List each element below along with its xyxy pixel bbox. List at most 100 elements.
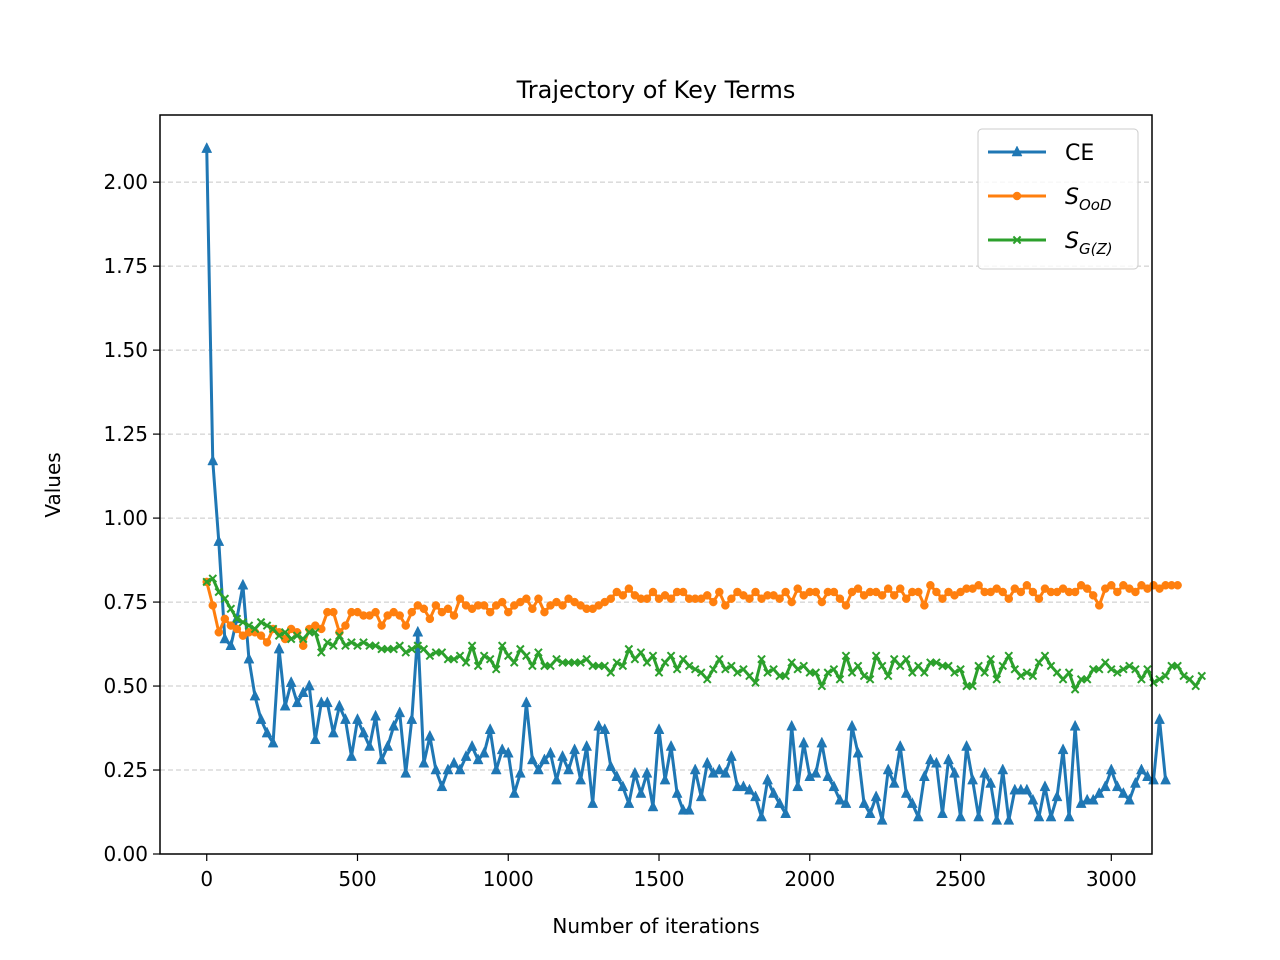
y-tick-label: 1.00 (103, 506, 148, 530)
data-point-s-g-z (485, 654, 495, 664)
data-point-ce (780, 807, 792, 818)
data-point-s-g-z (1022, 668, 1032, 677)
data-point-s-g-z (859, 671, 869, 681)
data-point-ce (738, 780, 749, 792)
data-point-ce (870, 790, 882, 802)
data-point-s-ood (341, 621, 350, 630)
y-tick-label: 2.00 (103, 170, 148, 194)
data-point-s-ood (232, 624, 242, 634)
series-ce (201, 142, 1171, 825)
data-point-s-g-z (1028, 671, 1038, 681)
data-point-s-ood (485, 607, 495, 617)
y-tick-label: 1.75 (103, 254, 148, 278)
data-point-s-g-z (907, 668, 917, 677)
data-point-s-ood (540, 607, 549, 617)
data-point-s-g-z (256, 617, 266, 627)
data-point-ce (466, 739, 478, 751)
data-point-ce (472, 753, 484, 765)
data-point-s-g-z (769, 664, 778, 674)
data-point-s-g-z (226, 604, 236, 614)
data-point-s-g-z (757, 654, 766, 664)
data-point-s-g-z (509, 658, 519, 667)
data-point-ce (442, 763, 454, 775)
data-point-s-g-z (335, 631, 344, 640)
data-point-ce (1045, 810, 1057, 822)
data-point-ce (545, 746, 556, 758)
data-point-s-g-z (708, 664, 718, 674)
legend-swatch-marker (1011, 145, 1023, 157)
data-point-ce (713, 763, 725, 775)
data-point-s-g-z (395, 641, 405, 651)
data-point-s-ood (775, 594, 784, 603)
data-point-ce (327, 726, 339, 738)
data-point-s-ood (298, 641, 308, 650)
data-point-ce (267, 736, 279, 748)
data-point-s-g-z (950, 668, 959, 677)
data-point-ce (605, 760, 617, 771)
data-point-ce (213, 535, 225, 546)
data-point-s-g-z (980, 668, 989, 677)
data-point-ce (1027, 793, 1039, 805)
data-point-s-ood (443, 604, 453, 614)
data-point-ce (611, 770, 623, 781)
data-point-ce (1117, 786, 1129, 798)
data-point-s-ood (479, 601, 489, 610)
data-point-ce (822, 770, 834, 781)
y-tick-label: 0.75 (103, 590, 148, 614)
data-point-ce (490, 763, 502, 775)
data-point-ce (683, 803, 695, 815)
data-point-ce (539, 753, 550, 765)
data-point-s-g-z (1143, 664, 1152, 674)
data-point-s-g-z (467, 641, 477, 651)
data-point-ce (792, 780, 804, 792)
data-point-ce (931, 756, 942, 768)
data-point-ce (744, 783, 755, 795)
data-point-ce (394, 706, 406, 718)
data-point-s-g-z (642, 658, 652, 667)
data-point-ce (991, 813, 1003, 825)
data-point-s-ood (220, 614, 230, 624)
data-point-s-g-z (654, 668, 664, 677)
data-point-ce (1154, 713, 1165, 724)
data-point-ce (587, 797, 599, 808)
legend-swatch-marker (1012, 191, 1022, 201)
data-point-s-ood (1082, 584, 1092, 593)
data-point-ce (852, 746, 864, 758)
data-point-s-g-z (865, 675, 875, 684)
data-point-ce (448, 756, 460, 768)
data-point-ce (551, 773, 562, 785)
data-point-s-g-z (407, 644, 417, 654)
data-point-s-g-z (419, 644, 429, 654)
data-point-s-ood (678, 587, 688, 597)
legend-label: CE (1065, 141, 1094, 166)
data-point-s-g-z (871, 651, 881, 661)
data-point-s-g-z (974, 661, 983, 671)
data-point-s-ood (1004, 594, 1014, 603)
data-point-s-g-z (491, 664, 501, 674)
data-point-s-g-z (1137, 675, 1146, 684)
data-point-s-g-z (292, 631, 302, 640)
data-point-s-ood (1070, 587, 1080, 597)
data-point-s-g-z (371, 641, 380, 651)
y-axis-label: Values (41, 452, 65, 517)
data-point-ce (533, 763, 544, 775)
data-point-ce (207, 454, 219, 466)
data-point-s-ood (751, 587, 760, 597)
legend-label: SOoD (1065, 185, 1112, 214)
data-point-ce (1063, 810, 1075, 822)
data-point-ce (924, 753, 936, 765)
data-point-ce (665, 739, 677, 751)
data-point-ce (943, 753, 954, 765)
legend-item-s-ood: SOoD (988, 185, 1112, 214)
data-point-s-g-z (1191, 681, 1201, 691)
data-point-s-ood (256, 631, 266, 640)
data-point-ce (406, 713, 418, 724)
data-point-ce (514, 766, 526, 778)
data-point-s-ood (425, 614, 435, 624)
data-point-ce (593, 719, 605, 731)
data-point-s-ood (895, 584, 905, 593)
x-tick-label: 1000 (483, 867, 534, 891)
data-point-ce (695, 790, 707, 802)
data-point-s-g-z (437, 648, 447, 657)
data-point-s-ood (208, 601, 218, 610)
